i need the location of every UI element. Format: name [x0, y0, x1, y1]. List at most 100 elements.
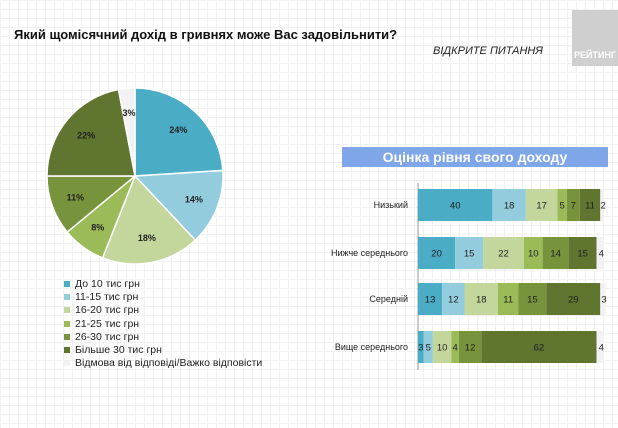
bar-segment [418, 283, 443, 315]
bar-data-label: 18 [476, 295, 487, 306]
legend-label: До 10 тис грн [75, 277, 140, 290]
bar-segment [525, 189, 558, 221]
bar-data-label: 13 [425, 295, 436, 306]
bar-segment [432, 331, 452, 363]
bar-data-label: 29 [568, 295, 579, 306]
pie-data-label: 24% [169, 125, 187, 135]
bar-segment [596, 331, 604, 363]
bar-segment [524, 237, 543, 269]
logo: РЕЙТИНГ [572, 10, 618, 66]
bar-segment [566, 189, 580, 221]
bar-data-label: 62 [534, 343, 545, 354]
legend-swatch [64, 347, 70, 354]
bar-data-label: 15 [527, 295, 538, 306]
bar-segment [418, 189, 493, 221]
legend-label: 16-20 тис грн [75, 304, 140, 317]
bar-data-label: 4 [453, 343, 458, 354]
pie-data-label: 8% [91, 222, 104, 232]
bar-segment [464, 283, 498, 315]
legend-item: До 10 тис грн [64, 277, 262, 290]
legend-item: 21-25 тис грн [64, 317, 262, 330]
pie-slice [134, 87, 224, 177]
bar-segment [518, 283, 547, 315]
question-title: Який щомісячний дохід в гривнях може Вас… [14, 27, 398, 42]
legend-label: 11-15 тис грн [75, 290, 139, 303]
bar-data-label: 4 [599, 249, 604, 260]
bar-data-label: 5 [560, 201, 565, 212]
bar-segment [568, 237, 597, 269]
bar-data-label: 12 [448, 295, 459, 306]
bar-data-label: 14 [550, 249, 561, 260]
bar-data-label: 11 [585, 201, 595, 212]
bar-data-label: 12 [465, 343, 476, 354]
bar-segment [546, 283, 601, 315]
bar-data-label: 2 [600, 201, 605, 212]
legend-swatch [64, 320, 70, 327]
bar-data-label: 15 [464, 249, 475, 260]
legend-item: 11-15 тис грн [64, 290, 262, 303]
legend-item: Більше 30 тис грн [64, 343, 262, 356]
pie-legend: До 10 тис грн 11-15 тис грн 16-20 тис грн 2… [64, 277, 262, 370]
legend-item: 16-20 тис грн [64, 304, 262, 317]
bar-segment [455, 237, 484, 269]
bar-segment [600, 283, 606, 315]
pie-data-label: 18% [138, 233, 156, 243]
bar-data-label: 40 [450, 201, 461, 212]
pie-data-label: 11% [67, 192, 85, 202]
bar-data-label: 10 [528, 249, 539, 260]
bar-segment [423, 331, 433, 363]
pie-slice [117, 87, 136, 177]
pie-data-label: 14% [185, 194, 203, 204]
legend-label: Відмова від відповіді/Важко відповісти [75, 357, 263, 370]
bar-segment [492, 189, 526, 221]
bar-data-label: 7 [571, 201, 576, 212]
category-label: Нижче середнього [331, 248, 408, 258]
bar-data-label: 5 [426, 343, 431, 354]
bar-data-label: 3 [601, 295, 606, 306]
logo-text: РЕЙТИНГ [573, 50, 617, 60]
legend-swatch [64, 293, 70, 300]
category-label: Вище середнього [335, 342, 408, 352]
bar-data-label: 20 [431, 249, 442, 260]
legend-label: 26-30 тис грн [75, 330, 140, 343]
bar-data-label: 15 [577, 249, 588, 260]
bar-data-label: 22 [498, 249, 509, 260]
bar-segment [442, 283, 465, 315]
legend-swatch [64, 360, 70, 367]
pie-slice [101, 174, 197, 265]
legend-swatch [64, 280, 70, 287]
bar-segment [483, 237, 525, 269]
bar-data-label: 11 [503, 295, 513, 306]
legend-label: Більше 30 тис грн [75, 344, 162, 357]
pie-data-label: 22% [77, 131, 95, 141]
bar-data-label: 10 [437, 343, 448, 354]
bar-segment [497, 283, 519, 315]
bar-data-label: 4 [599, 343, 604, 354]
bar-data-label: 3 [418, 343, 423, 354]
pie-slice [133, 169, 224, 242]
bar-segment [557, 189, 567, 221]
legend-label: 21-25 тис грн [75, 317, 140, 330]
legend-swatch [64, 307, 70, 314]
pie-data-label: 3% [123, 108, 136, 118]
pie-slice [46, 88, 136, 177]
bar-segment [542, 237, 569, 269]
bar-data-label: 18 [504, 201, 515, 212]
bar-segment [600, 189, 604, 221]
bar-segment [418, 237, 456, 269]
legend-swatch [64, 333, 70, 340]
legend-item: 26-30 тис грн [64, 330, 262, 343]
bar-data-label: 17 [536, 201, 547, 212]
bar-segment [418, 331, 424, 363]
bar-segment [596, 237, 604, 269]
legend-item: Відмова від відповіді/Важко відповісти [64, 357, 262, 370]
category-label: Низький [374, 200, 408, 210]
bar-segment [579, 189, 601, 221]
bar-chart-title: Оцінка рівня свого доходу [342, 147, 608, 167]
open-question-note: ВІДКРИТЕ ПИТАННЯ [433, 45, 543, 57]
bar-segment [481, 331, 597, 363]
category-label: Середній [369, 294, 408, 304]
bar-segment [458, 331, 482, 363]
